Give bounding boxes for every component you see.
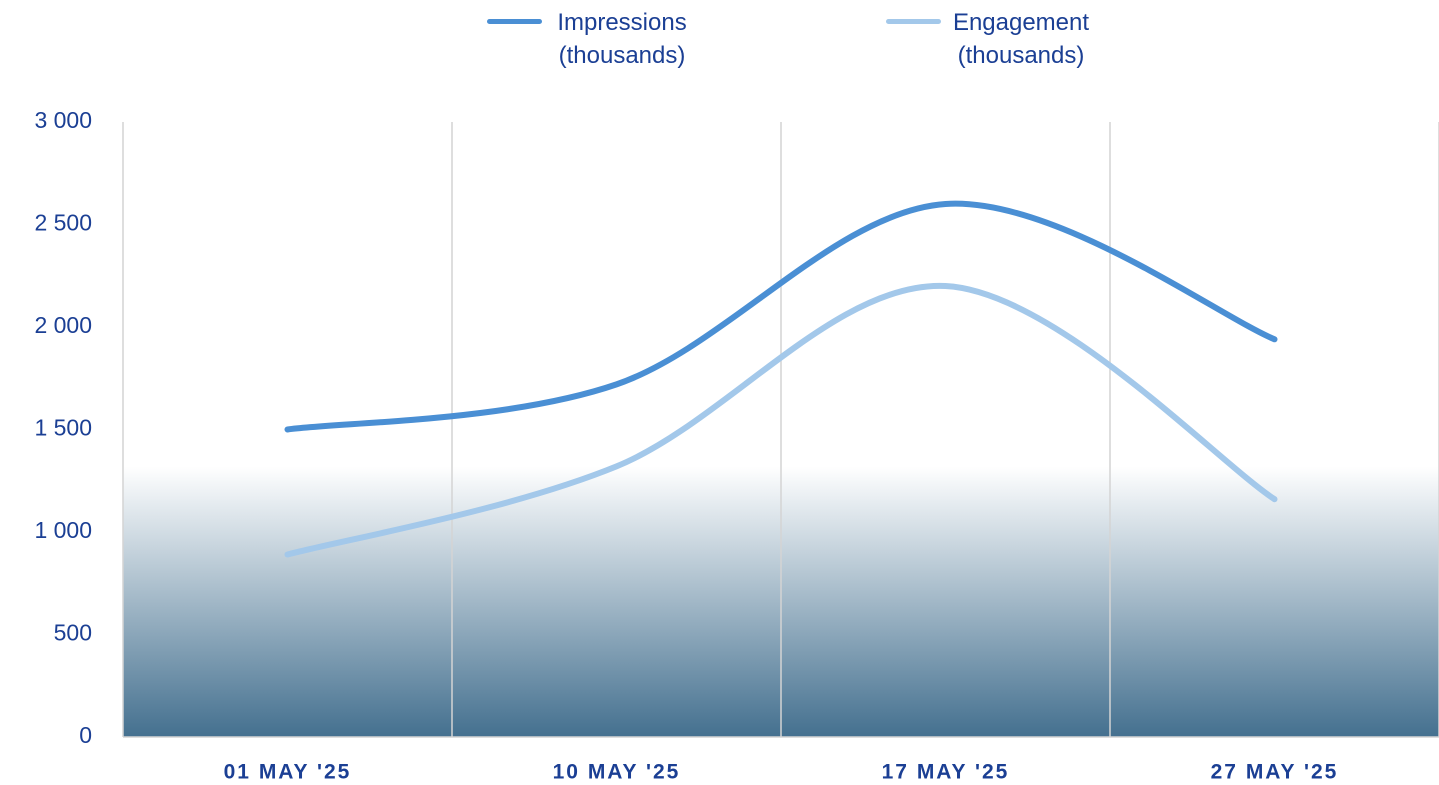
x-tick-label: 27 MAY '25 [1211, 761, 1339, 784]
legend-item: Impressions (thousands) [487, 6, 702, 72]
series-line [284, 200, 1278, 433]
x-tick-label: 01 MAY '25 [224, 761, 352, 784]
y-tick-label: 0 [79, 722, 92, 748]
legend-label: Engagement (thousands) [952, 9, 1090, 69]
y-tick-label: 1 000 [34, 517, 92, 543]
legend: Impressions (thousands) Engagement (thous… [0, 6, 1439, 76]
y-tick-label: 3 000 [34, 107, 92, 133]
legend-swatch [886, 19, 941, 24]
y-tick-label: 2 500 [34, 210, 92, 236]
legend-label: Impressions (thousands) [557, 9, 687, 69]
x-tick-label: 17 MAY '25 [882, 761, 1010, 784]
legend-swatch [487, 19, 542, 24]
legend-item: Engagement (thousands) [886, 6, 1101, 72]
x-tick-label: 10 MAY '25 [553, 761, 681, 784]
y-tick-label: 500 [54, 620, 92, 646]
y-tick-label: 2 000 [34, 312, 92, 338]
series-line [284, 282, 1278, 558]
y-tick-label: 1 500 [34, 415, 92, 441]
